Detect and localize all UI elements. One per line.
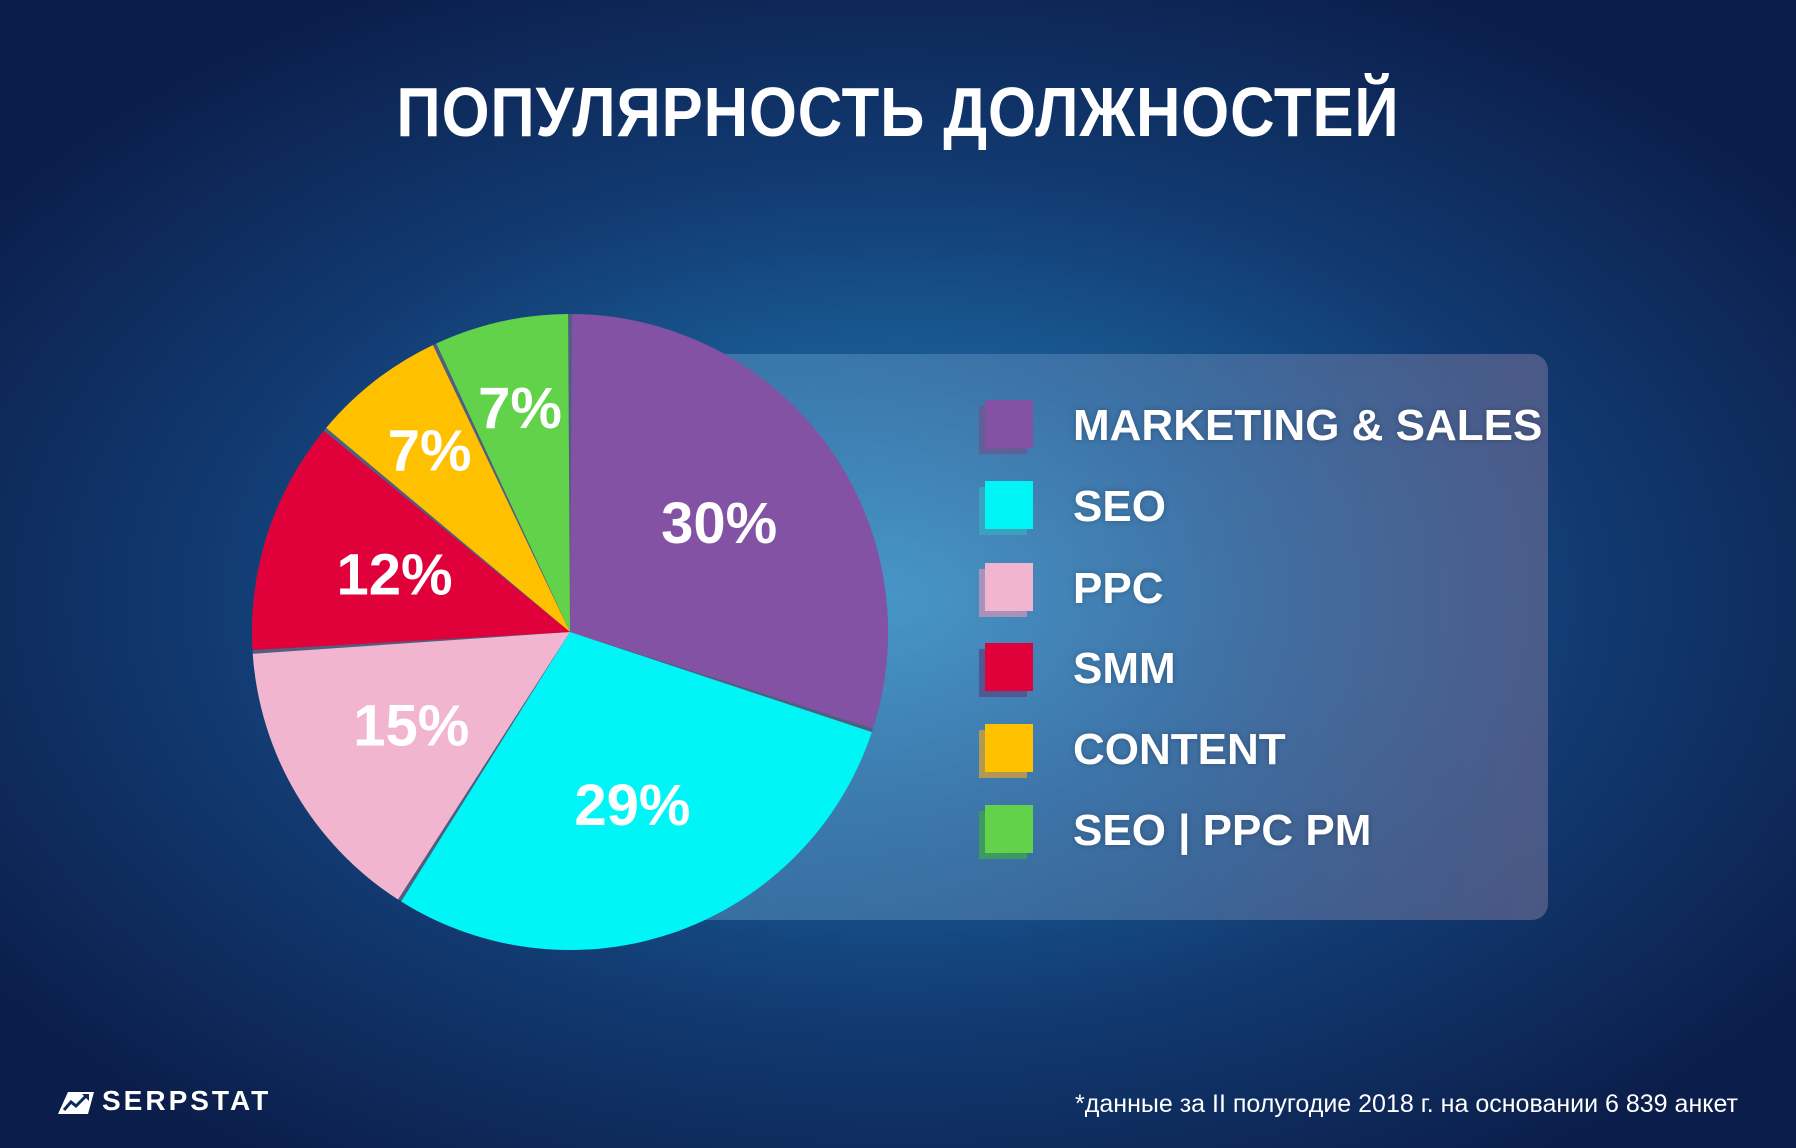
pie-slice-content [326, 345, 570, 632]
chart-title: ПОПУЛЯРНОСТЬ ДОЛЖНОСТЕЙ [396, 73, 1400, 151]
brand-logo: SERPSTAT [58, 1085, 272, 1116]
legend-swatch-smm [979, 643, 1033, 697]
pie-label-seo: 29% [574, 773, 690, 838]
footnote: *данные за II полугодие 2018 г. на основ… [1075, 1090, 1738, 1118]
legend-label-ppc: PPC [1073, 564, 1164, 613]
pie-label-ppc: 15% [353, 693, 469, 758]
pie-slice-smm [252, 430, 570, 651]
pie-label-seo-ppc-pm: 7% [478, 376, 562, 441]
legend-label-content: CONTENT [1073, 725, 1286, 774]
legend-label-marketing-sales: MARKETING & SALES [1073, 401, 1543, 450]
pie-slice-ppc [252, 632, 570, 900]
legend-label-smm: SMM [1073, 644, 1176, 693]
legend-swatch-seo [979, 481, 1033, 535]
pie-slice-marketing-sales [570, 314, 888, 729]
serpstat-logo-icon [58, 1092, 94, 1114]
pie-label-marketing-sales: 30% [661, 491, 777, 556]
brand-name: SERPSTAT [102, 1085, 272, 1116]
pie-label-smm: 12% [337, 543, 453, 608]
pie-slice-seo-ppc-pm [436, 314, 570, 632]
legend-label-seo: SEO [1073, 482, 1166, 531]
legend-swatch-content [979, 724, 1033, 778]
pie-slice-seo [401, 632, 872, 950]
legend-swatch-seo-ppc-pm [979, 805, 1033, 859]
pie-label-content: 7% [388, 419, 472, 484]
legend-swatch-ppc [979, 563, 1033, 617]
legend-swatch-marketing-sales [979, 400, 1033, 454]
legend-label-seo-ppc-pm: SEO | PPC PM [1073, 806, 1372, 855]
